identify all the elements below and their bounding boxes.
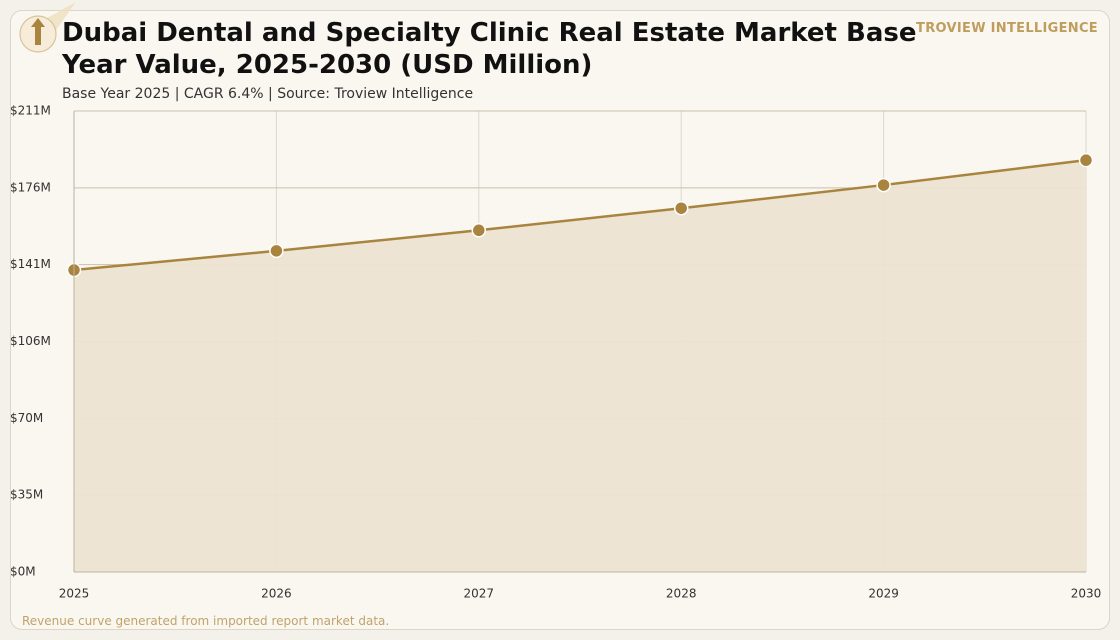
chart-subtitle: Base Year 2025 | CAGR 6.4% | Source: Tro… [62,86,474,102]
brand: TROVIEW INTELLIGENCE [916,21,1098,36]
x-tick-label: 2030 [1071,587,1102,601]
y-tick-label: $70M [10,411,43,425]
marker [876,177,891,193]
line [73,158,1087,272]
y-tick-label: $141M [10,257,51,271]
area [74,160,1086,573]
marker [471,223,487,238]
marker [1078,152,1094,168]
x-tick-label: 2026 [261,587,292,601]
marker [269,243,284,259]
x-tick-label: 2029 [868,587,899,601]
footnote: Revenue curve generated from imported re… [22,614,390,628]
y-tick-label: $211M [10,104,51,118]
y-tick-label: $0M [10,565,36,579]
logo [19,2,76,53]
x-tick-label: 2027 [464,587,495,601]
marker [673,200,689,216]
y-tick-label: $35M [10,488,43,502]
x-tick-label: 2028 [666,587,697,601]
y-tick-label: $176M [10,180,51,194]
y-tick-label: $106M [10,334,51,348]
x-tick-label: 2025 [59,587,90,601]
chart-title: Dubai Dental and Specialty Clinic Real E… [62,18,917,80]
